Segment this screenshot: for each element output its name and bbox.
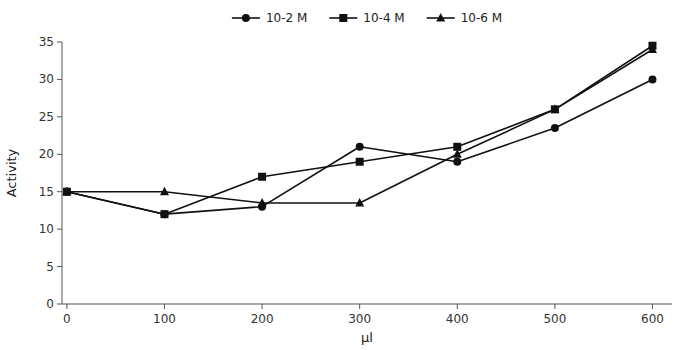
- y-tick-label: 0: [46, 297, 54, 311]
- x-tick-label: 0: [63, 312, 71, 326]
- legend-item: 10-4 M: [329, 11, 404, 25]
- x-tick: [359, 304, 360, 309]
- x-axis-line: [62, 304, 672, 305]
- point-marker: [63, 188, 71, 196]
- x-tick: [652, 304, 653, 309]
- legend-item: 10-2 M: [232, 11, 307, 25]
- y-tick-label: 30: [39, 72, 54, 86]
- chart-svg: 0 5 10 15 20 25 30 35 0 100 200 300 400 500 600 µl Activ…: [0, 0, 694, 350]
- x-tick-label: 200: [251, 312, 274, 326]
- x-tick-label: 500: [543, 312, 566, 326]
- legend-marker: [436, 13, 445, 22]
- y-axis: 0 5 10 15 20 25 30 35: [39, 35, 62, 311]
- point-marker: [160, 210, 168, 218]
- y-tick-label: 25: [39, 110, 54, 124]
- point-marker: [648, 75, 656, 83]
- x-tick-label: 400: [446, 312, 469, 326]
- x-tick-label: 300: [348, 312, 371, 326]
- x-tick: [554, 304, 555, 309]
- point-marker: [551, 105, 559, 113]
- legend-label: 10-4 M: [363, 11, 404, 25]
- point-marker: [551, 124, 559, 132]
- y-tick: [57, 304, 62, 305]
- x-tick: [262, 304, 263, 309]
- point-marker: [356, 143, 364, 151]
- y-tick: [57, 229, 62, 230]
- x-tick: [164, 304, 165, 309]
- series-line: [67, 79, 653, 214]
- point-marker: [160, 210, 168, 218]
- x-tick: [457, 304, 458, 309]
- legend: 10-2 M 10-4 M 10-6 M: [232, 11, 502, 25]
- markers: [62, 42, 657, 218]
- lines: [67, 46, 653, 214]
- point-marker: [63, 188, 71, 196]
- y-tick: [57, 191, 62, 192]
- legend-marker: [339, 14, 347, 22]
- y-tick: [57, 79, 62, 80]
- y-tick: [57, 116, 62, 117]
- point-marker: [160, 187, 169, 196]
- y-tick: [57, 42, 62, 43]
- point-marker: [648, 44, 657, 53]
- legend-marker: [242, 14, 250, 22]
- y-tick-label: 35: [39, 35, 54, 49]
- point-marker: [62, 187, 71, 196]
- y-tick-label: 20: [39, 147, 54, 161]
- legend-label: 10-2 M: [266, 11, 307, 25]
- y-tick-label: 5: [46, 260, 54, 274]
- point-marker: [453, 149, 462, 158]
- x-tick-label: 100: [153, 312, 176, 326]
- y-axis-label: Activity: [4, 148, 19, 197]
- x-tick: [66, 304, 67, 309]
- chart-container: 0 5 10 15 20 25 30 35 0 100 200 300 400 500 600 µl Activ…: [0, 0, 694, 350]
- legend-item: 10-6 M: [427, 11, 502, 25]
- x-axis-label: µl: [361, 330, 373, 345]
- y-tick: [57, 154, 62, 155]
- y-tick-label: 10: [39, 222, 54, 236]
- y-tick-label: 15: [39, 185, 54, 199]
- y-tick: [57, 266, 62, 267]
- x-axis: 0 100 200 300 400 500 600: [62, 304, 672, 326]
- point-marker: [258, 198, 267, 207]
- point-marker: [258, 173, 266, 181]
- series-line: [67, 49, 653, 202]
- legend-label: 10-6 M: [461, 11, 502, 25]
- point-marker: [356, 158, 364, 166]
- point-marker: [355, 198, 364, 207]
- x-tick-label: 600: [641, 312, 664, 326]
- series-line: [67, 46, 653, 214]
- point-marker: [550, 104, 559, 113]
- point-marker: [453, 158, 461, 166]
- y-axis-line: [62, 42, 63, 304]
